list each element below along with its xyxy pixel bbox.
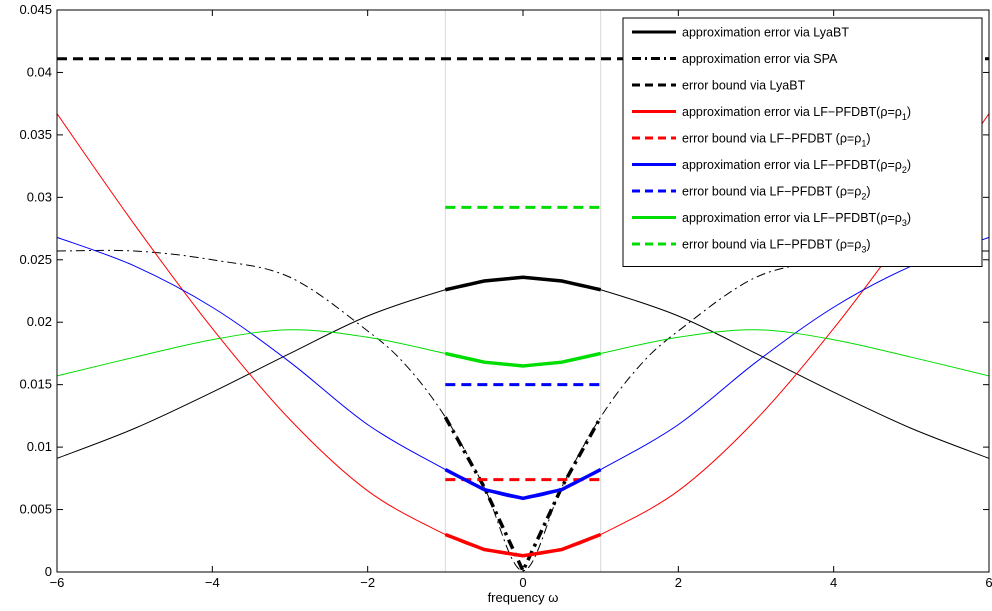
legend-entry-label: approximation error via SPA	[682, 52, 838, 66]
y-tick-label: 0.015	[19, 377, 52, 392]
legend-entry-label: approximation error via LF−PFDBT(ρ=ρ1)	[682, 105, 911, 122]
y-tick-label: 0.02	[27, 314, 52, 329]
y-tick-label: 0.045	[19, 2, 52, 17]
x-tick-label: 0	[519, 575, 526, 590]
series-band-segment	[444, 275, 602, 292]
series-line	[57, 249, 989, 572]
legend-entry-label: error bound via LF−PFDBT (ρ=ρ3)	[682, 238, 871, 255]
x-tick-label: 6	[985, 575, 992, 590]
y-tick-label: 0	[45, 564, 52, 579]
y-tick-label: 0.005	[19, 502, 52, 517]
y-tick-label: 0.025	[19, 252, 52, 267]
y-axis: 0 0.005 0.01 0.015 0.02 0.025 0.03 0.035 0.04 0.0…	[19, 2, 989, 579]
x-axis: −6 −4 −2 0 2 4 6	[50, 10, 992, 590]
y-tick-label: 0.04	[27, 64, 52, 79]
series-band-segment	[443, 416, 603, 572]
legend-entry-label: error bound via LyaBT	[682, 79, 806, 93]
legend: approximation error via LyaBT approximati…	[622, 17, 983, 267]
legend-entry-label: approximation error via LF−PFDBT(ρ=ρ3)	[682, 211, 911, 228]
series-band-segment	[444, 532, 602, 558]
series-band-segment	[444, 468, 602, 501]
y-tick-label: 0.03	[27, 189, 52, 204]
series-band-segment	[444, 351, 602, 368]
y-tick-label: 0.01	[27, 439, 52, 454]
x-tick-label: −6	[50, 575, 65, 590]
x-tick-label: −4	[205, 575, 220, 590]
legend-entry-label: approximation error via LyaBT	[682, 26, 849, 40]
legend-box	[622, 17, 983, 267]
x-tick-label: −2	[360, 575, 375, 590]
legend-entry-label: error bound via LF−PFDBT (ρ=ρ2)	[682, 185, 871, 202]
x-tick-label: 2	[675, 575, 682, 590]
y-tick-label: 0.035	[19, 127, 52, 142]
legend-entry-label: error bound via LF−PFDBT (ρ=ρ1)	[682, 132, 871, 149]
x-tick-label: 4	[830, 575, 837, 590]
x-axis-label: frequency ω	[488, 590, 559, 605]
legend-entry-label: approximation error via LF−PFDBT(ρ=ρ2)	[682, 158, 911, 175]
